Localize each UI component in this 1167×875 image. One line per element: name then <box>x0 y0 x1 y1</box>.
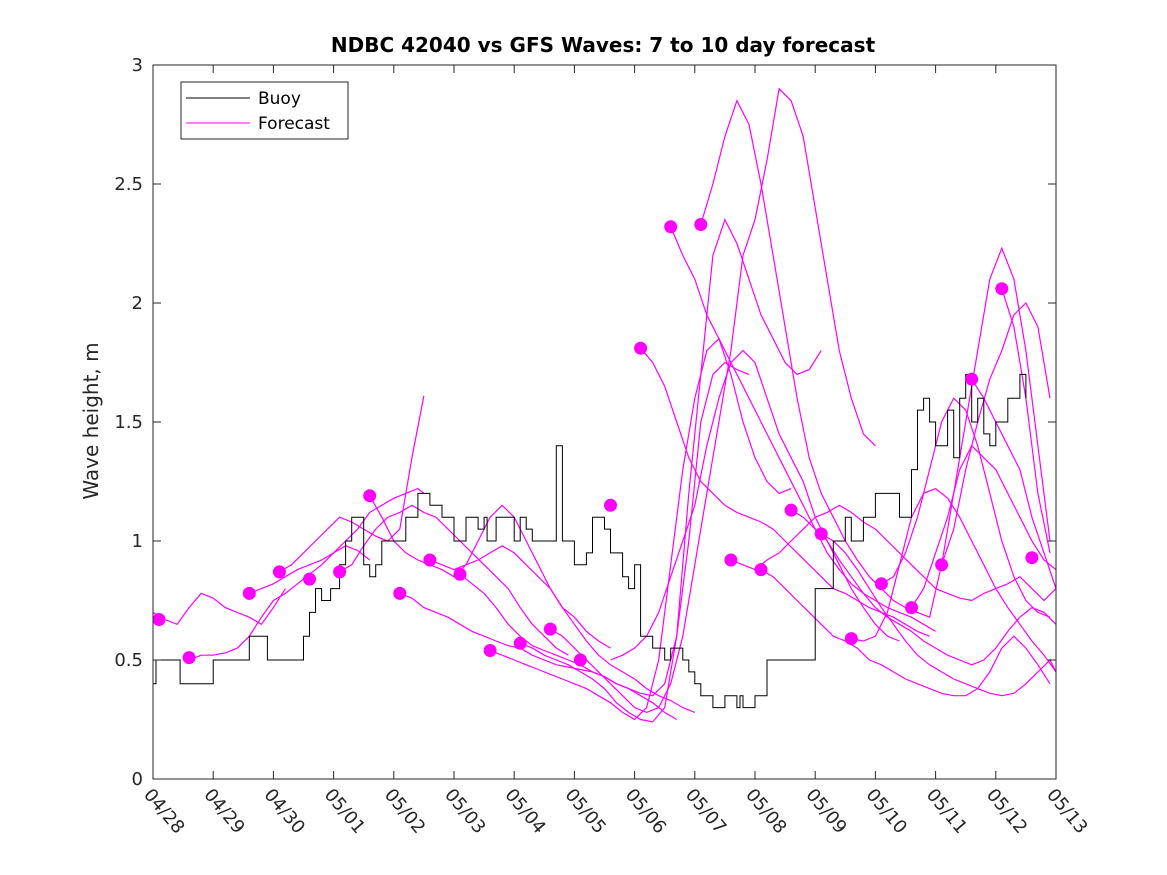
forecast-marker-28 <box>1025 551 1039 565</box>
forecast-marker-18 <box>724 553 738 567</box>
forecast-marker-24 <box>905 601 918 615</box>
forecast-marker-22 <box>844 632 858 646</box>
forecast-marker-0 <box>152 613 166 626</box>
forecast-line-12 <box>610 349 900 661</box>
y-tick-label-0: 0 <box>132 769 143 790</box>
forecast-line-14 <box>670 226 936 632</box>
legend-buoy-label: Buoy <box>258 89 301 109</box>
y-tick-label-1: 0.5 <box>114 650 143 671</box>
forecast-marker-21 <box>814 527 828 541</box>
forecast-line-21 <box>881 397 1051 618</box>
forecast-marker-7 <box>393 586 407 600</box>
forecast-line-16 <box>730 504 1057 602</box>
forecast-marker-25 <box>935 558 949 572</box>
forecast-line-2 <box>249 487 425 594</box>
forecast-line-18 <box>790 509 1057 666</box>
forecast-markers <box>152 218 1039 667</box>
legend-forecast-label: Forecast <box>258 114 330 134</box>
y-axis-label: Wave height, m <box>79 342 103 499</box>
forecast-line-17 <box>760 569 1051 697</box>
forecast-lines <box>152 87 1057 723</box>
forecast-marker-12 <box>543 622 557 636</box>
forecast-line-8 <box>459 361 750 697</box>
forecast-marker-16 <box>664 220 678 234</box>
y-tick-label-6: 3 <box>132 55 143 76</box>
forecast-marker-19 <box>754 563 768 577</box>
forecast-marker-23 <box>874 577 888 591</box>
forecast-marker-4 <box>303 572 316 586</box>
forecast-marker-10 <box>483 644 497 657</box>
y-tick-label-5: 2.5 <box>114 174 143 195</box>
chart-title: NDBC 42040 vs GFS Waves: 7 to 10 day for… <box>331 33 876 57</box>
forecast-marker-8 <box>423 553 437 567</box>
forecast-line-5 <box>369 495 611 649</box>
forecast-line-11 <box>549 87 876 714</box>
forecast-marker-26 <box>965 372 979 386</box>
forecast-marker-20 <box>784 503 798 517</box>
forecast-line-22 <box>910 444 1057 608</box>
forecast-line-19 <box>820 533 1057 697</box>
forecast-marker-5 <box>333 565 347 579</box>
forecast-marker-11 <box>513 636 527 650</box>
legend-box <box>180 81 349 140</box>
forecast-line-20 <box>851 487 1057 673</box>
forecast-marker-6 <box>363 489 377 503</box>
forecast-marker-27 <box>995 282 1009 296</box>
forecast-marker-1 <box>182 651 196 665</box>
y-tick-label-3: 1.5 <box>114 412 143 433</box>
plot-background <box>153 65 1056 779</box>
forecast-line-24 <box>971 378 1057 589</box>
forecast-line-9 <box>489 337 792 721</box>
forecast-marker-15 <box>634 341 648 355</box>
forecast-marker-2 <box>242 586 256 600</box>
forecast-marker-13 <box>573 653 587 667</box>
plot-area <box>153 65 1056 779</box>
forecast-line-23 <box>941 301 1051 565</box>
forecast-marker-9 <box>453 567 467 581</box>
forecast-line-0 <box>152 588 286 626</box>
forecast-marker-3 <box>272 565 286 579</box>
legend: Buoy Forecast <box>180 81 349 140</box>
y-tick-label-2: 1 <box>132 531 143 552</box>
forecast-marker-17 <box>694 218 708 231</box>
forecast-marker-14 <box>604 498 617 512</box>
forecast-line-10 <box>519 218 822 723</box>
forecast-line-1 <box>188 545 371 661</box>
y-tick-label-4: 2 <box>132 293 143 314</box>
